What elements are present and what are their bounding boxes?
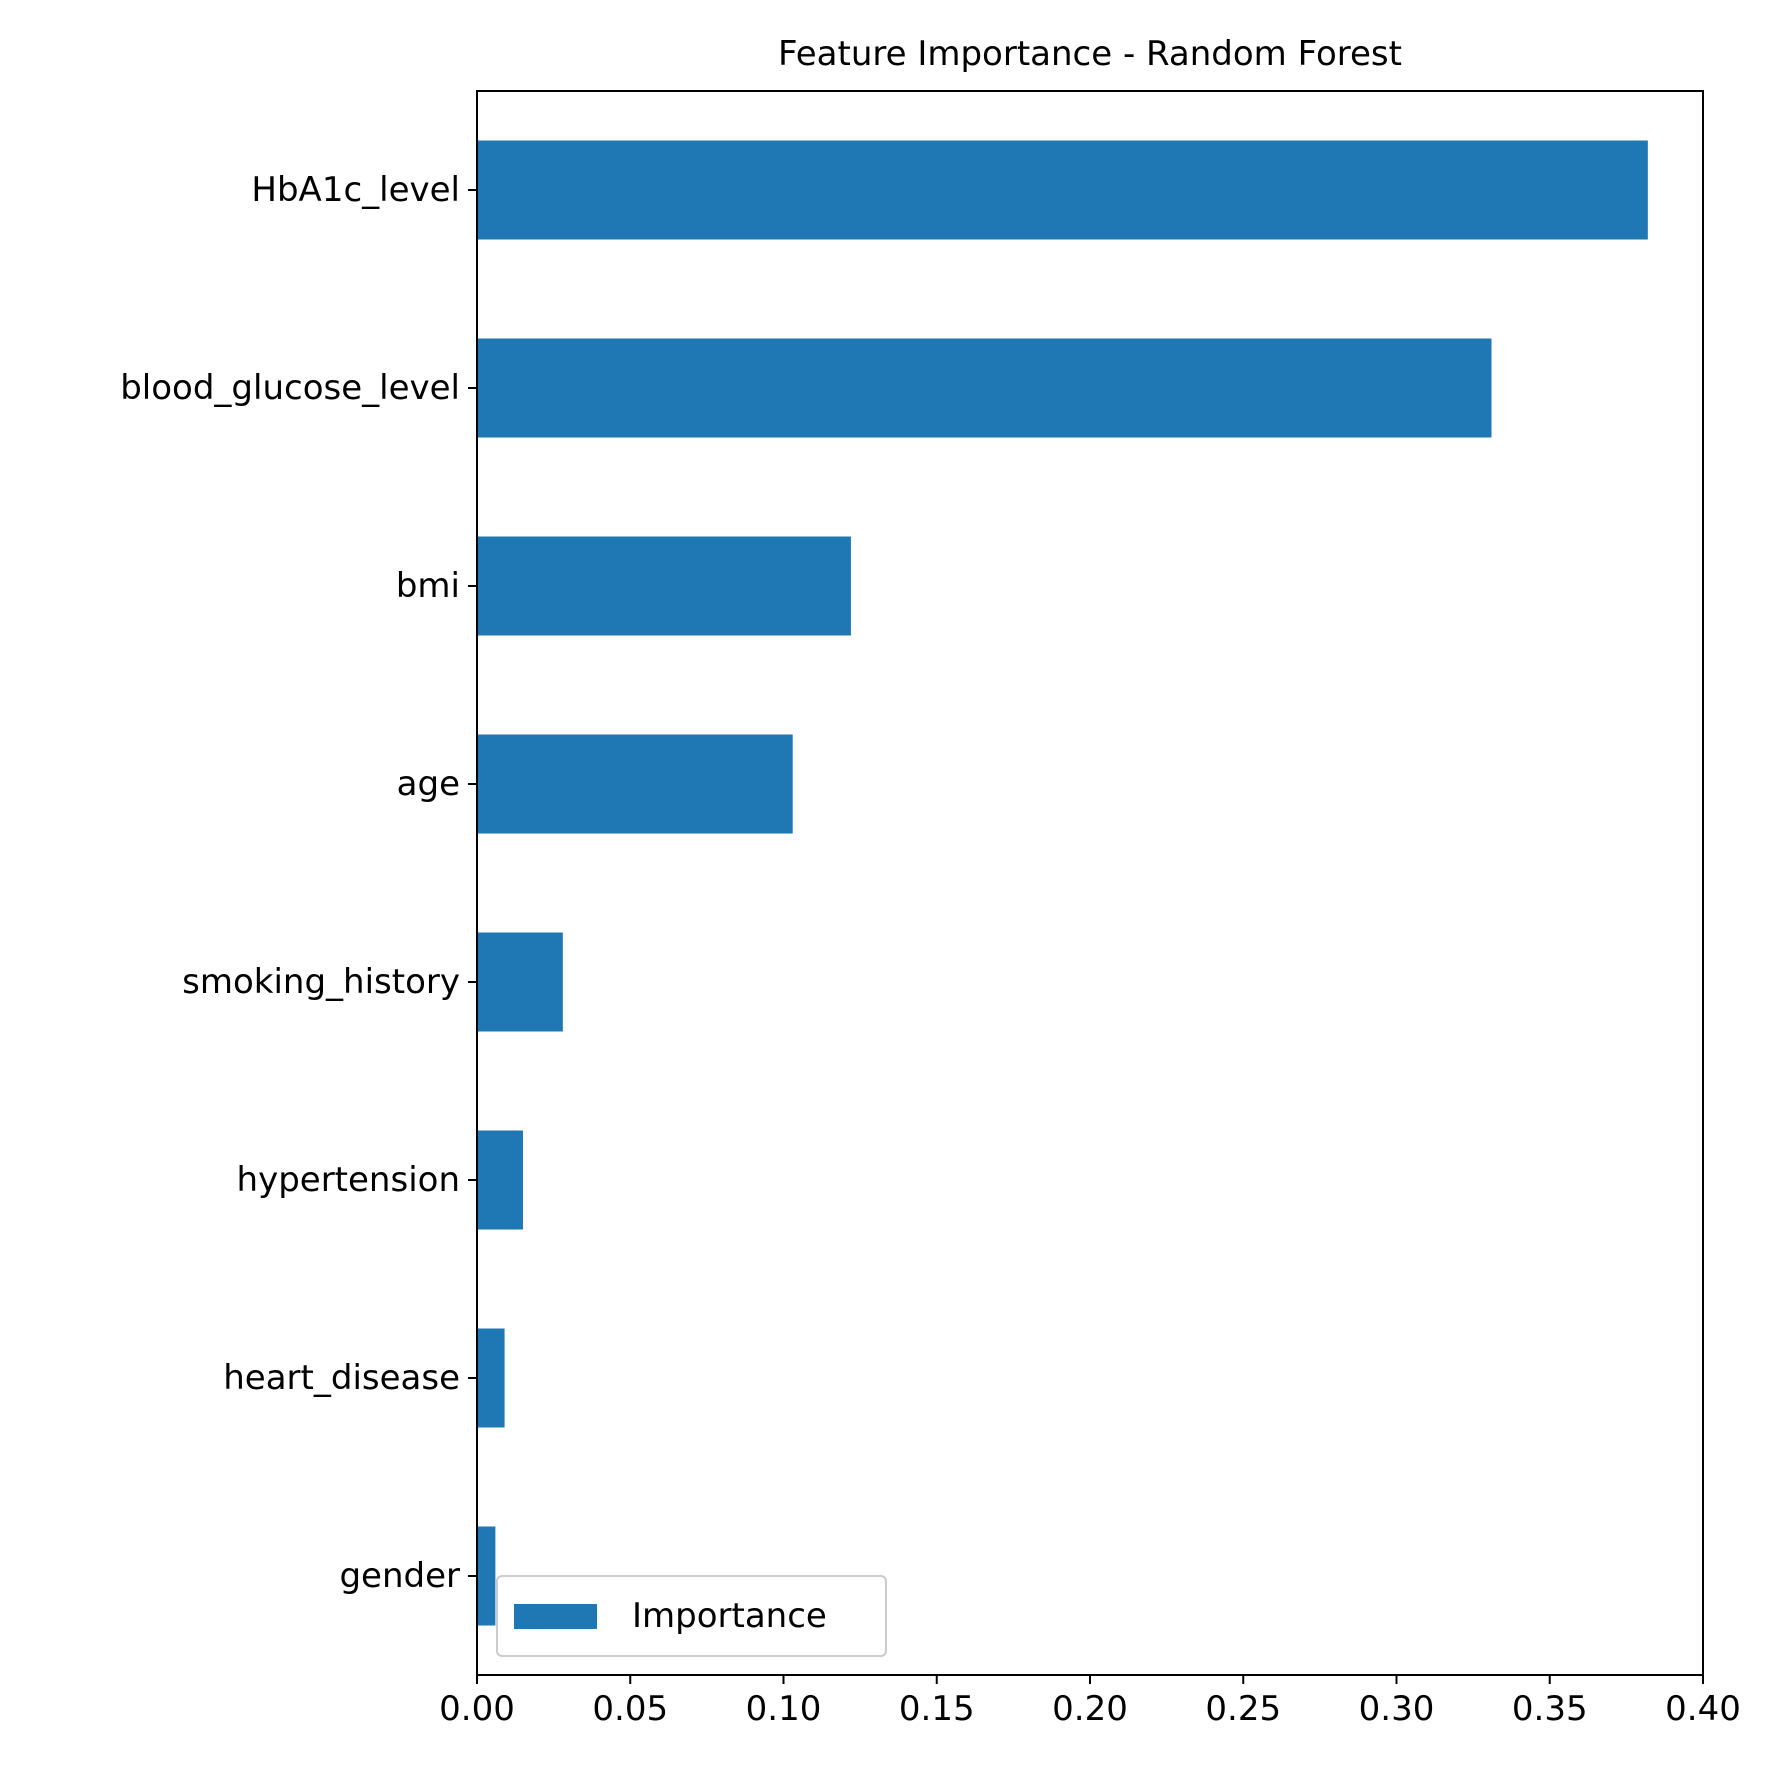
bar-smoking_history	[477, 932, 563, 1032]
y-tick-label: HbA1c_level	[251, 170, 460, 210]
bar-bmi	[477, 536, 851, 636]
legend-label: Importance	[632, 1596, 827, 1636]
legend-swatch	[514, 1604, 597, 1629]
bar-gender	[477, 1526, 496, 1626]
x-tick-label: 0.15	[899, 1689, 975, 1729]
chart-title: Feature Importance - Random Forest	[778, 34, 1402, 74]
y-tick-label: age	[397, 764, 460, 804]
x-tick-label: 0.35	[1512, 1689, 1588, 1729]
bar-hypertension	[477, 1130, 523, 1230]
bar-heart_disease	[477, 1328, 505, 1428]
x-axis: 0.00 0.05 0.10 0.15 0.20 0.25 0.30 0.35 0.40	[439, 1675, 1741, 1729]
y-tick-label: smoking_history	[182, 962, 460, 1002]
bar-HbA1c_level	[477, 140, 1648, 240]
plot-frame	[476, 90, 1704, 1676]
x-tick-label: 0.10	[746, 1689, 822, 1729]
x-tick-label: 0.20	[1052, 1689, 1128, 1729]
x-tick-label: 0.05	[592, 1689, 668, 1729]
x-tick-label: 0.40	[1665, 1689, 1741, 1729]
x-tick-label: 0.25	[1205, 1689, 1281, 1729]
y-tick-label: bmi	[396, 566, 460, 606]
y-tick-label: blood_glucose_level	[120, 368, 460, 408]
y-tick-label: hypertension	[237, 1160, 460, 1200]
x-tick-label: 0.00	[439, 1689, 515, 1729]
bar-blood_glucose_level	[477, 338, 1492, 438]
y-tick-label: gender	[339, 1556, 460, 1596]
x-tick-label: 0.30	[1359, 1689, 1435, 1729]
bars-group	[477, 140, 1648, 1626]
bar-age	[477, 734, 793, 834]
legend-box	[496, 1575, 887, 1657]
y-tick-label: heart_disease	[223, 1358, 460, 1398]
legend: Importance	[496, 1575, 887, 1657]
